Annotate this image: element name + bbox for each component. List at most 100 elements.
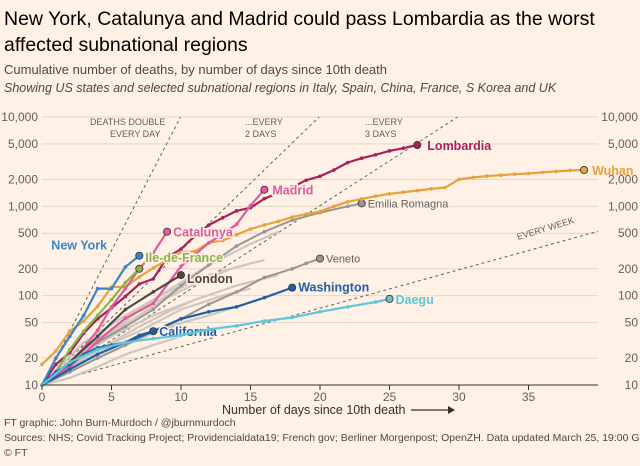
- y-tick-label-left: 500: [18, 226, 38, 240]
- series-point: [123, 324, 128, 329]
- series-point: [304, 178, 308, 183]
- series-point: [123, 340, 128, 345]
- series-point: [123, 343, 128, 347]
- series-point: [234, 323, 239, 328]
- series-point: [304, 212, 308, 216]
- series-point: [81, 329, 86, 334]
- series-point: [276, 219, 281, 224]
- series-end-marker: [176, 271, 185, 280]
- y-tick-label-left: 50: [25, 316, 39, 330]
- series-point: [151, 336, 155, 341]
- series-point: [234, 244, 239, 248]
- y-tick-label-right: 5,000: [608, 137, 638, 151]
- series-point: [68, 360, 72, 364]
- series-point: [137, 282, 142, 286]
- series-label: Daegu: [396, 293, 434, 307]
- series-point: [95, 328, 100, 333]
- series-point: [54, 356, 58, 360]
- series-point: [179, 283, 183, 288]
- series-point: [554, 169, 559, 174]
- series-layer: Lombardia Wuhan Madrid Catalunya New York Ile…: [40, 137, 635, 387]
- doubling-reference-line: [41, 116, 181, 386]
- series-point: [123, 307, 128, 312]
- series-point: [207, 223, 211, 227]
- series-point: [373, 194, 378, 198]
- series-point: [512, 172, 517, 176]
- series-end-marker: [149, 327, 158, 336]
- series-point: [68, 329, 72, 334]
- series-point: [137, 275, 142, 279]
- reference-line-label: EVERY WEEK: [516, 215, 576, 242]
- series-point: [262, 295, 267, 300]
- series-point: [68, 347, 72, 352]
- chart-subtitle: Cumulative number of deaths, by number o…: [4, 62, 387, 77]
- series-line: [41, 297, 390, 386]
- series-point: [123, 265, 128, 269]
- series-label: Catalunya: [173, 226, 234, 240]
- series-point: [290, 218, 295, 222]
- series-point: [54, 349, 58, 353]
- series-line: [41, 286, 293, 386]
- series-point: [248, 227, 253, 231]
- series-label: Wuhan: [592, 164, 633, 178]
- series-new-york: New York: [40, 237, 144, 387]
- series-point: [346, 305, 350, 309]
- series-point: [109, 286, 114, 291]
- y-tick-label-left: 5,000: [8, 137, 38, 151]
- series-point: [346, 160, 350, 165]
- series-point: [234, 290, 239, 294]
- series-label: New York: [51, 239, 107, 253]
- series-point: [234, 232, 239, 237]
- series-point: [234, 222, 239, 227]
- series-point: [109, 297, 114, 302]
- series-point: [373, 152, 378, 157]
- reference-line-label: DEATHS DOUBLE EVERY DAY: [90, 117, 165, 139]
- series-point: [151, 307, 155, 312]
- series-point: [179, 250, 183, 255]
- y-tick-label-right: 10: [625, 378, 639, 392]
- series-point: [262, 275, 267, 280]
- series-wuhan: Wuhan: [40, 163, 635, 367]
- series-end-marker: [357, 199, 366, 208]
- y-tick-label-left: 2,000: [8, 172, 38, 186]
- x-tick-label: 35: [522, 390, 536, 404]
- series-end-marker: [413, 140, 422, 149]
- background-series-line: [41, 335, 182, 387]
- y-tick-label-right: 200: [618, 262, 638, 276]
- series-label: Emilia Romagna: [368, 198, 450, 210]
- series-label: Washington: [298, 281, 369, 295]
- footer-copyright: © FT: [4, 447, 28, 459]
- series-point: [262, 196, 267, 201]
- series-point: [290, 185, 295, 189]
- series-end-marker: [163, 227, 172, 236]
- series-point: [207, 309, 211, 314]
- series-point: [526, 171, 531, 176]
- series-point: [95, 347, 100, 352]
- series-point: [373, 300, 378, 304]
- series-line: [41, 268, 141, 386]
- series-point: [359, 156, 364, 161]
- series-point: [137, 333, 142, 338]
- series-point: [95, 352, 100, 357]
- series-point: [429, 187, 434, 191]
- series-end-marker: [315, 254, 324, 263]
- series-line: [41, 254, 140, 386]
- series-point: [262, 319, 267, 323]
- series-point: [123, 316, 128, 320]
- doubling-reference-line: [41, 116, 458, 386]
- series-point: [304, 261, 308, 266]
- series-point: [234, 209, 239, 213]
- series-point: [220, 238, 225, 243]
- series-point: [332, 204, 336, 209]
- series-point: [346, 204, 350, 209]
- series-point: [498, 173, 503, 178]
- series-point: [151, 277, 155, 281]
- series-point: [179, 317, 183, 321]
- series-point: [471, 175, 475, 180]
- y-tick-label-left: 100: [18, 289, 38, 303]
- series-point: [40, 362, 44, 367]
- series-point: [165, 258, 169, 263]
- series-point: [207, 263, 211, 267]
- series-point: [123, 280, 128, 285]
